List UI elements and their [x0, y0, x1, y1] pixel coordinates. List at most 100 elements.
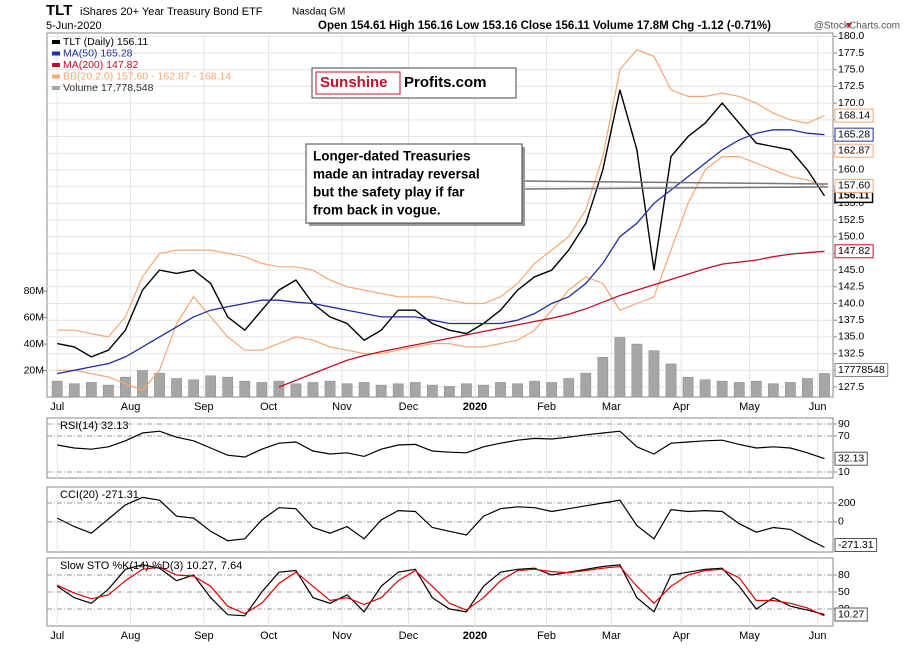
legend-entry: TLT (Daily) 156.11: [63, 36, 148, 48]
volume-bar: [358, 382, 370, 398]
y-tick-label: 10: [838, 466, 850, 478]
bb-upper: [57, 48, 825, 338]
last-value-label: -271.31: [838, 539, 874, 551]
x-tick-label: Nov: [332, 401, 352, 413]
logo-left-box: [315, 71, 401, 95]
volume-bar: [512, 383, 523, 398]
logo-sunshine: Sunshine: [320, 74, 388, 91]
legend-entry: BB(20,2.0) 157.60 - 162.87 - 168.14: [63, 70, 231, 82]
volume-bar: [767, 383, 779, 398]
y-tick-label: 70: [838, 430, 850, 442]
y-tick-label: 175.0: [838, 64, 864, 76]
x-tick-label: 2020: [463, 630, 487, 642]
volume-bar: [580, 372, 592, 398]
y-tick-label: 160.0: [838, 164, 864, 176]
volume-bar: [444, 386, 455, 398]
last-value-box: [834, 363, 889, 377]
volume-bar: [222, 376, 234, 398]
x-tick-label: Sep: [194, 630, 214, 642]
legend-entry: Volume 17,778,548: [63, 82, 154, 94]
annotation-text: from back in vogue.: [313, 203, 441, 218]
y-tick-label: 200: [838, 497, 856, 509]
x-tick-label: May: [739, 401, 760, 413]
indicator-title: CCI(20) -271.31: [60, 489, 139, 501]
volume-bar: [529, 380, 540, 398]
y-tick-label: 180.0: [838, 30, 864, 42]
volume-bar: [103, 384, 114, 398]
volume-bar: [495, 382, 506, 398]
down-arrow: [846, 23, 852, 28]
volume-bar: [614, 337, 626, 398]
volume-bar: [699, 379, 711, 398]
indicator-title: RSI(14) 32.13: [60, 420, 128, 432]
annotation-text: but the safety play if far: [313, 185, 465, 200]
x-tick-label: Oct: [260, 401, 277, 413]
volume-bar: [631, 343, 643, 398]
y-tick-label: 50: [838, 586, 850, 598]
volume-bar: [239, 380, 251, 398]
y-tick-label: 90: [838, 418, 850, 430]
y2-tick-label: 40M: [24, 338, 44, 350]
volume-bar: [682, 376, 694, 398]
exchange: Nasdaq GM: [292, 7, 345, 18]
volume-bar: [68, 383, 80, 398]
legend-entry: MA(200) 147.82: [63, 59, 138, 71]
x-tick-label: Dec: [399, 630, 419, 642]
volume-bar: [85, 382, 97, 398]
indicator-line: [56, 496, 825, 548]
volume-bar: [716, 380, 728, 398]
volume-bar: [733, 382, 745, 398]
bb-lower: [57, 156, 825, 392]
volume-bar: [409, 382, 421, 398]
last-value-label: 147.82: [838, 245, 870, 257]
volume-bar: [750, 380, 762, 398]
volume-bar: [785, 382, 796, 398]
volume-bar: [324, 380, 336, 398]
y-tick-label: 172.5: [838, 80, 864, 92]
volume-bar: [341, 383, 353, 398]
x-tick-label: Apr: [673, 401, 690, 413]
legend-swatch: [52, 40, 60, 44]
last-value-label: 162.87: [838, 145, 870, 157]
x-tick-label: Aug: [121, 401, 141, 413]
x-tick-label: Jul: [50, 630, 64, 642]
volume-bar: [597, 357, 609, 398]
last-value-box: [834, 108, 874, 123]
volume-bar: [546, 382, 558, 398]
legend-swatch: [52, 74, 60, 79]
y-tick-label: 127.5: [838, 381, 864, 393]
volume-bar: [51, 380, 63, 398]
x-tick-label: May: [739, 630, 760, 642]
callout-line: [521, 180, 829, 185]
price-line: [57, 89, 826, 358]
x-tick-label: Feb: [537, 630, 556, 642]
moving-average: [278, 250, 825, 388]
indicator-line: [56, 565, 825, 617]
volume-bar: [819, 373, 830, 398]
y2-tick-label: 20M: [24, 364, 44, 376]
volume-bar: [802, 378, 813, 398]
last-value-box: [834, 451, 868, 466]
quote: Open 154.61 High 156.16 Low 153.16 Close…: [318, 20, 771, 32]
symbol: TLT: [46, 2, 72, 19]
y-tick-label: 177.5: [838, 47, 864, 59]
y-tick-label: 80: [838, 569, 850, 581]
y-tick-label: 170.0: [838, 97, 864, 109]
last-value-box: [834, 143, 874, 158]
volume-bar: [273, 380, 285, 398]
last-value-box: [834, 538, 878, 552]
volume-bar: [154, 372, 165, 398]
indicator-line: [57, 430, 825, 460]
volume-bar: [256, 382, 268, 398]
legend-swatch: [52, 86, 60, 90]
volume-bar: [290, 383, 302, 398]
x-tick-label: Jun: [809, 401, 827, 413]
volume-bar: [205, 375, 217, 398]
moving-average: [57, 129, 825, 375]
last-value-box: [834, 127, 874, 142]
volume-bar: [478, 384, 489, 398]
y-tick-label: 150.0: [838, 230, 864, 242]
x-tick-label: Mar: [602, 401, 621, 413]
x-tick-label: Feb: [537, 401, 556, 413]
